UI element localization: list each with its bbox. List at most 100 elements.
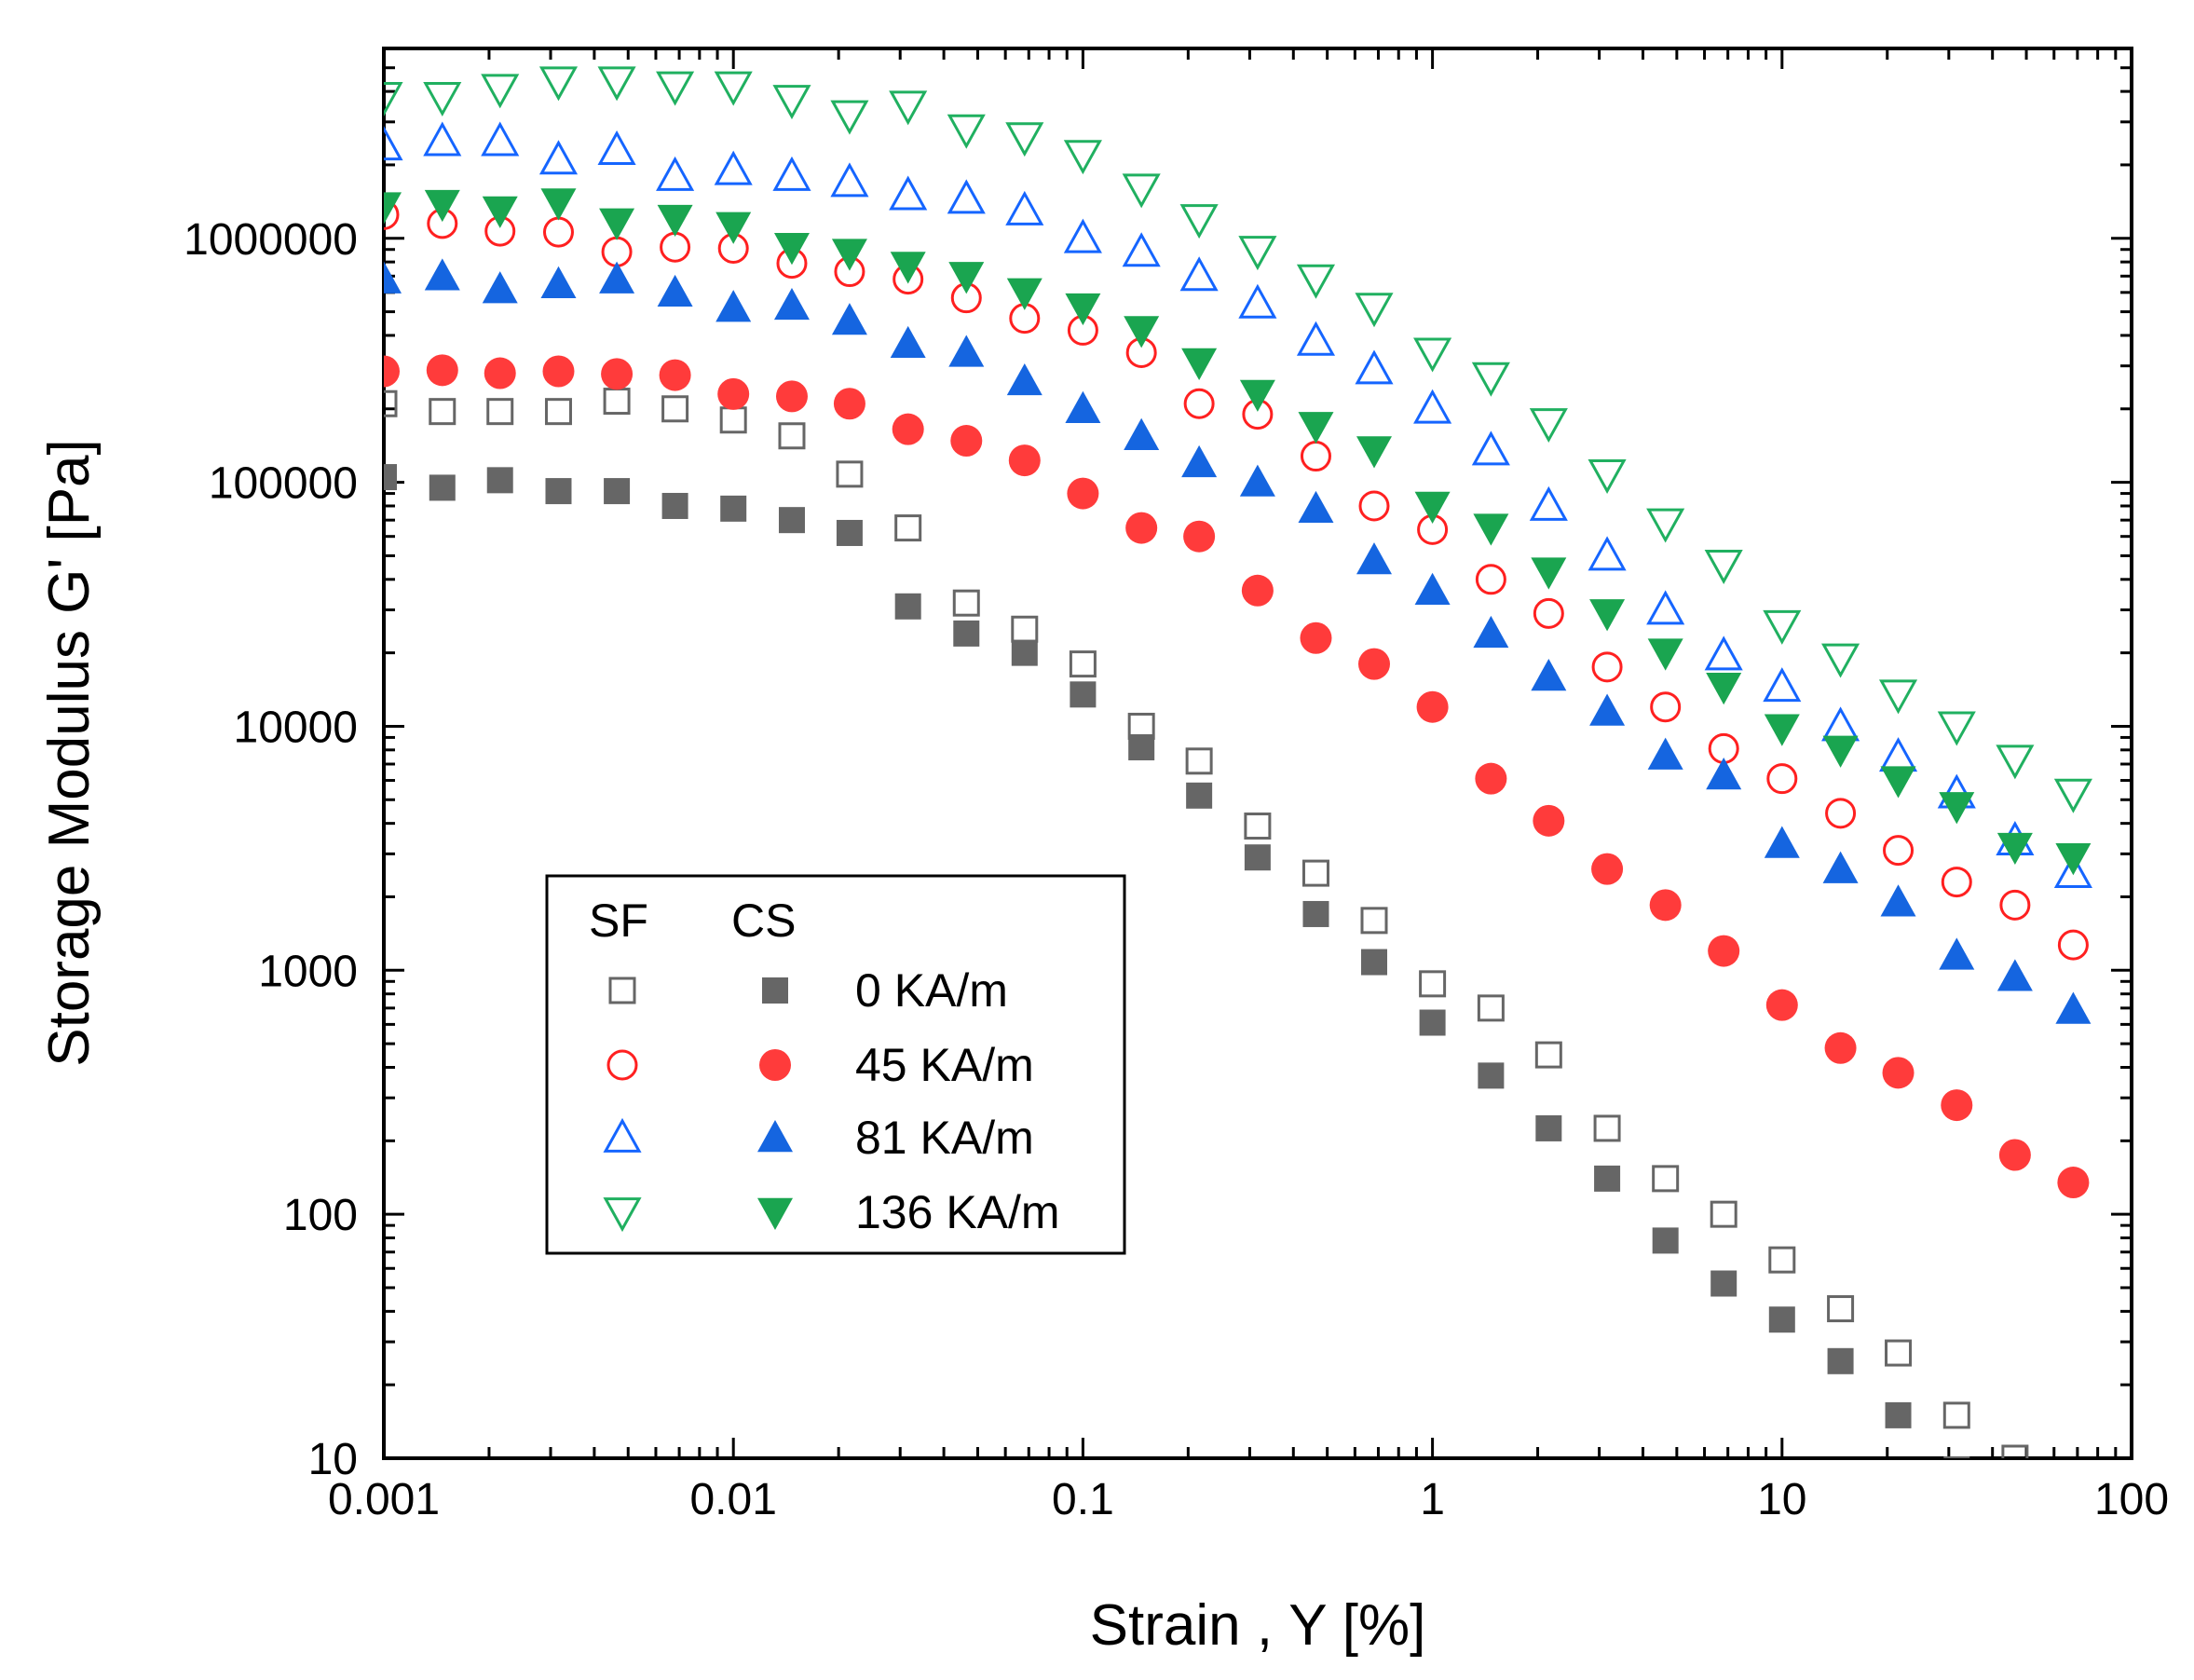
data-point <box>1650 691 1682 723</box>
data-point <box>1822 851 1859 883</box>
data-point <box>892 413 924 445</box>
data-point <box>597 66 636 102</box>
data-point <box>481 74 520 109</box>
data-point <box>1006 278 1042 310</box>
data-point <box>482 196 518 228</box>
data-point <box>2055 843 2092 876</box>
data-point <box>1186 782 1213 809</box>
data-point <box>889 90 928 126</box>
y-tick-label: 10000 <box>234 703 358 752</box>
data-point <box>894 593 921 620</box>
y-axis-title: Storage Modulus G' [Pa] <box>37 439 102 1067</box>
data-point <box>1937 711 1976 746</box>
data-point <box>1589 693 1626 726</box>
legend-marker-cs <box>759 1049 791 1081</box>
data-point <box>1300 441 1331 472</box>
data-point <box>1822 735 1859 768</box>
data-point <box>486 467 513 494</box>
data-point <box>1529 408 1568 444</box>
data-point <box>656 156 695 191</box>
data-point <box>1355 293 1394 328</box>
series-cs-136-ka-m <box>384 188 2092 876</box>
data-point <box>836 460 864 488</box>
data-point <box>1768 1306 1795 1333</box>
data-point <box>1070 681 1097 708</box>
data-point <box>1124 316 1160 348</box>
data-point <box>1941 867 1972 898</box>
data-point <box>1531 557 1567 590</box>
data-point <box>1238 283 1277 319</box>
data-point <box>1179 256 1219 292</box>
data-point <box>1647 737 1683 770</box>
data-point <box>953 620 980 647</box>
data-point <box>778 422 806 450</box>
data-point <box>772 85 811 120</box>
data-point <box>545 478 572 505</box>
data-point <box>486 398 514 426</box>
data-point <box>715 290 752 322</box>
data-point <box>540 266 577 298</box>
data-point <box>1765 989 1798 1021</box>
data-point <box>1706 757 1742 790</box>
legend-header-cs: CS <box>731 895 796 947</box>
data-point <box>1764 714 1800 746</box>
data-point <box>1827 1295 1855 1323</box>
legend-marker-sf <box>606 1049 638 1081</box>
data-point <box>1942 1401 1970 1429</box>
data-point <box>950 425 983 458</box>
x-tick-label: 100 <box>2094 1475 2169 1524</box>
data-point <box>599 208 635 240</box>
data-point <box>1008 444 1041 477</box>
data-point <box>1710 1200 1737 1228</box>
legend-label-136: 136 KA/m <box>855 1186 1060 1238</box>
data-point <box>1122 173 1161 209</box>
data-point <box>661 395 689 423</box>
data-point <box>1296 321 1336 356</box>
data-point <box>720 495 747 522</box>
data-point <box>1594 1165 1621 1192</box>
data-point <box>836 519 863 546</box>
legend-label-81: 81 KA/m <box>855 1112 1034 1164</box>
data-point <box>1360 907 1388 935</box>
data-point <box>656 71 695 106</box>
data-point <box>384 192 402 225</box>
data-point <box>1477 994 1505 1022</box>
data-point <box>1588 536 1627 571</box>
x-tick-label: 10 <box>1757 1475 1806 1524</box>
data-point <box>831 239 867 271</box>
data-point <box>1473 513 1509 546</box>
data-point <box>1357 648 1390 680</box>
data-point <box>597 130 636 165</box>
data-point <box>1181 348 1218 380</box>
data-point <box>714 71 753 106</box>
data-point <box>1065 293 1101 326</box>
data-point <box>1885 1339 1913 1367</box>
data-point <box>1646 590 1685 625</box>
data-point <box>1827 1347 1854 1374</box>
data-point <box>889 175 928 211</box>
data-point <box>1821 706 1860 742</box>
data-point <box>1647 638 1683 671</box>
data-point <box>601 358 634 390</box>
data-point <box>1244 844 1271 871</box>
data-point <box>1241 574 1274 607</box>
data-point <box>1880 884 1916 917</box>
data-point <box>1360 949 1387 976</box>
data-point <box>890 325 926 359</box>
data-point <box>715 212 752 244</box>
data-point <box>1764 826 1800 858</box>
data-point <box>1419 1009 1446 1036</box>
data-point <box>775 380 808 413</box>
tick-labels: 0.001 0.01 0.1 1 10 100 10 100 1000 10000 100000 10… <box>184 215 2169 1524</box>
data-point <box>426 354 458 387</box>
data-point <box>1122 232 1161 267</box>
data-point <box>1416 690 1449 723</box>
data-point <box>1941 1089 1973 1122</box>
data-point <box>1300 621 1332 654</box>
x-tick-label: 0.1 <box>1052 1475 1114 1524</box>
data-point <box>1704 635 1743 671</box>
data-point <box>1708 935 1740 967</box>
data-point <box>1125 512 1158 544</box>
data-point <box>1531 659 1567 691</box>
data-point <box>1244 813 1272 840</box>
